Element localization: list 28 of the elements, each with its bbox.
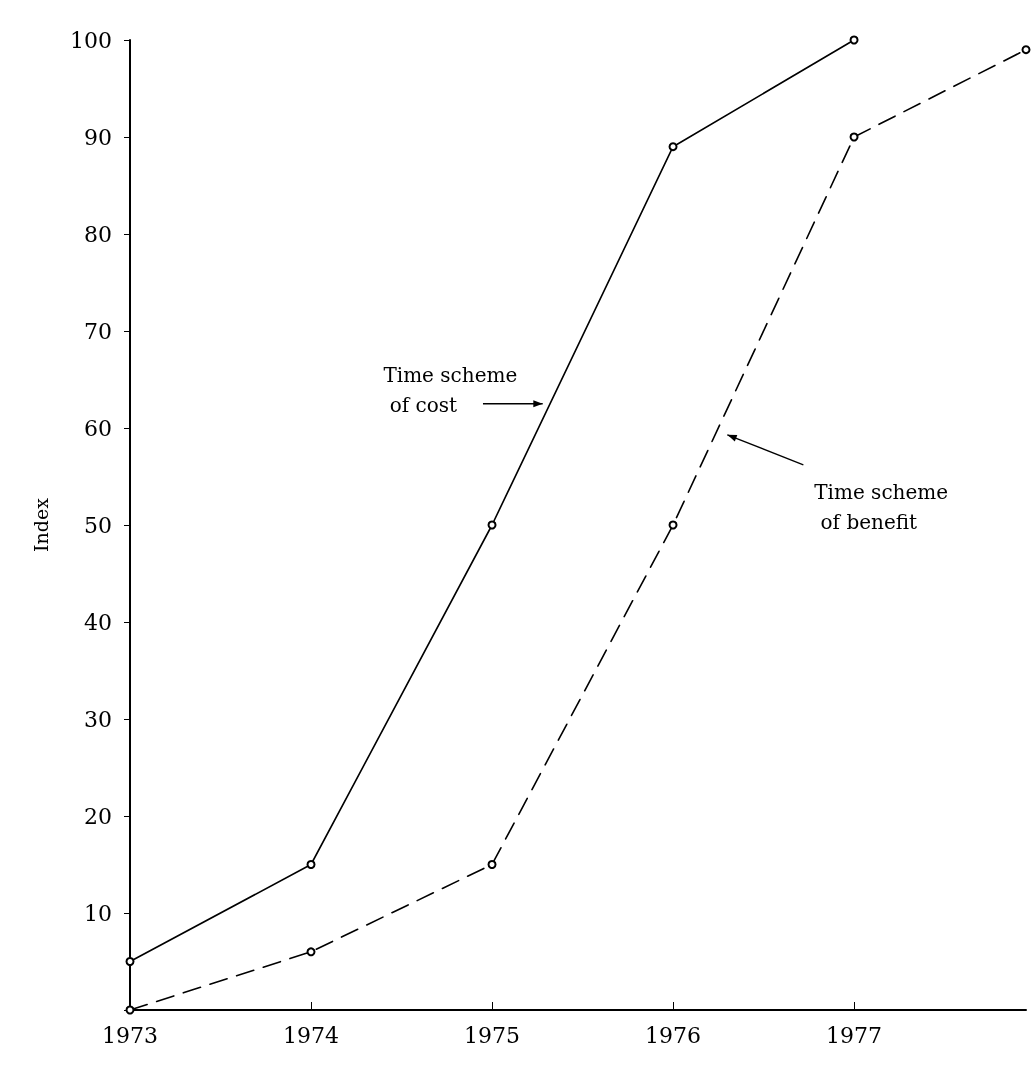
y-tick-label: 80 [84,221,112,247]
y-tick-label: 40 [84,609,112,635]
y-tick-label: 100 [70,27,112,53]
x-tick-label: 1976 [645,1022,702,1048]
point [668,142,678,152]
x-tick-label: 1974 [283,1022,340,1048]
point [306,860,316,869]
point [487,860,497,869]
annotation: Time scheme of benefit [814,479,949,534]
point [668,520,678,530]
point [306,947,316,957]
y-tick-label: 90 [84,124,112,150]
x-tick-label: 1977 [826,1022,883,1048]
y-tick-label: 20 [84,803,112,829]
point [487,520,497,530]
x-tick-label: 1973 [102,1022,158,1048]
y-axis-title: Index [29,497,52,552]
x-tick-label: 1975 [464,1022,521,1048]
y-tick-label: 60 [84,415,112,441]
point [125,957,135,966]
point [1021,45,1031,55]
point [849,35,859,45]
y-tick-label: 50 [84,512,112,538]
y-tick-label: 70 [84,318,112,344]
annotation: Time scheme of cost [383,363,518,418]
y-tick-label: 10 [84,900,112,926]
point [849,132,859,142]
y-tick-label: 30 [84,706,112,732]
